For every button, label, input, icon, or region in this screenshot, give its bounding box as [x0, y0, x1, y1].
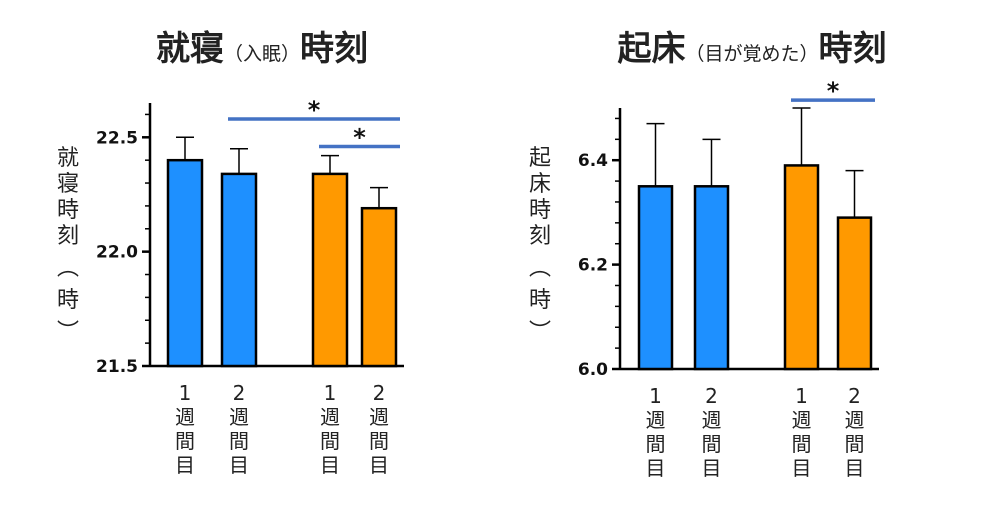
- y-axis-label-char: 時: [529, 288, 551, 313]
- x-tick-label: 2 週間目: [369, 381, 389, 477]
- x-tick-label: 2 週間目: [229, 381, 249, 477]
- chart-title-note: （入眠）: [224, 43, 300, 65]
- bar: [220, 172, 258, 368]
- y-tick-label: 6.4: [578, 151, 608, 171]
- y-axis-label-char: 寝: [57, 172, 79, 197]
- y-axis-label-char: 就: [57, 146, 79, 171]
- x-tick-label-num: 2: [233, 381, 246, 405]
- y-axis-label-char: ︵: [529, 256, 551, 281]
- y-axis-label-char: ︶: [57, 320, 79, 345]
- y-tick-label: 6.2: [578, 256, 608, 276]
- x-tick-label-char: 間: [175, 429, 195, 453]
- x-tick-label: 2 週間目: [845, 384, 865, 480]
- x-tick-label-char: 間: [792, 432, 812, 456]
- x-tick-label-char: 週: [702, 408, 722, 432]
- y-axis-label-char: 時: [57, 288, 79, 313]
- y-tick-label: 22.0: [96, 243, 138, 263]
- y-axis-label-char: 時: [529, 198, 551, 223]
- significance-star: *: [353, 123, 366, 151]
- x-tick-label-char: 目: [369, 453, 389, 477]
- bar: [783, 164, 820, 371]
- x-tick-label-char: 間: [702, 432, 722, 456]
- y-axis-label-char: 起: [529, 146, 551, 171]
- y-axis-label-char: 時: [57, 198, 79, 223]
- bar: [836, 216, 873, 371]
- x-tick-label-num: 1: [324, 381, 337, 405]
- x-tick-label-char: 週: [229, 405, 249, 429]
- significance-star: *: [827, 77, 840, 105]
- y-axis-label: 起床時刻︵時︶: [529, 146, 551, 345]
- x-tick-label-char: 週: [792, 408, 812, 432]
- chart-title-main: 就寝: [156, 29, 224, 69]
- y-tick-label: 22.5: [96, 128, 138, 148]
- x-tick-label-char: 間: [229, 429, 249, 453]
- y-axis-label-char: ︶: [529, 320, 551, 345]
- x-tick-label-char: 週: [175, 405, 195, 429]
- x-tick-label-char: 目: [702, 456, 722, 480]
- chart-title-suffix: 時刻: [819, 29, 887, 69]
- x-tick-label-char: 目: [792, 456, 812, 480]
- x-tick-label-char: 目: [320, 453, 340, 477]
- x-tick-label-char: 週: [320, 405, 340, 429]
- y-axis-label: 就寝時刻︵時︶: [57, 146, 79, 345]
- x-tick-label-char: 目: [229, 453, 249, 477]
- x-tick-label-num: 2: [373, 381, 386, 405]
- chart-title-main: 起床: [617, 29, 685, 69]
- bar: [360, 206, 398, 368]
- chart-title-note: （目が覚めた）: [685, 43, 818, 65]
- y-axis-label-char: 床: [529, 172, 551, 197]
- x-tick-label-num: 1: [649, 384, 662, 408]
- chart-title: 起床（目が覚めた）時刻: [617, 29, 886, 69]
- x-tick-label-char: 間: [320, 429, 340, 453]
- x-tick-label-char: 目: [845, 456, 865, 480]
- x-tick-label-char: 週: [646, 408, 666, 432]
- x-tick-label-char: 間: [845, 432, 865, 456]
- x-tick-label-char: 間: [646, 432, 666, 456]
- x-tick-label-char: 目: [646, 456, 666, 480]
- bar: [637, 185, 674, 371]
- x-tick-label-char: 週: [845, 408, 865, 432]
- x-tick-label-num: 2: [848, 384, 861, 408]
- y-axis-label-char: ︵: [57, 256, 79, 281]
- x-tick-label-num: 1: [179, 381, 192, 405]
- x-tick-label-char: 目: [175, 453, 195, 477]
- x-tick-label: 1 週間目: [792, 384, 812, 480]
- x-tick-label-char: 週: [369, 405, 389, 429]
- y-tick-label: 6.0: [578, 360, 608, 380]
- bar: [166, 158, 204, 368]
- bar: [311, 172, 349, 368]
- x-tick-label: 1 週間目: [646, 384, 666, 480]
- bar: [693, 185, 730, 371]
- significance-star: *: [308, 96, 321, 124]
- chart-title-suffix: 時刻: [300, 29, 368, 69]
- x-tick-label-num: 2: [705, 384, 718, 408]
- x-tick-label: 1 週間目: [175, 381, 195, 477]
- chart-title: 就寝（入眠）時刻: [156, 29, 368, 69]
- y-tick-label: 21.5: [96, 357, 138, 377]
- y-axis-label-char: 刻: [529, 224, 551, 249]
- x-tick-label-char: 間: [369, 429, 389, 453]
- x-tick-label: 1 週間目: [320, 381, 340, 477]
- x-tick-label-num: 1: [795, 384, 808, 408]
- y-axis-label-char: 刻: [57, 224, 79, 249]
- x-tick-label: 2 週間目: [702, 384, 722, 480]
